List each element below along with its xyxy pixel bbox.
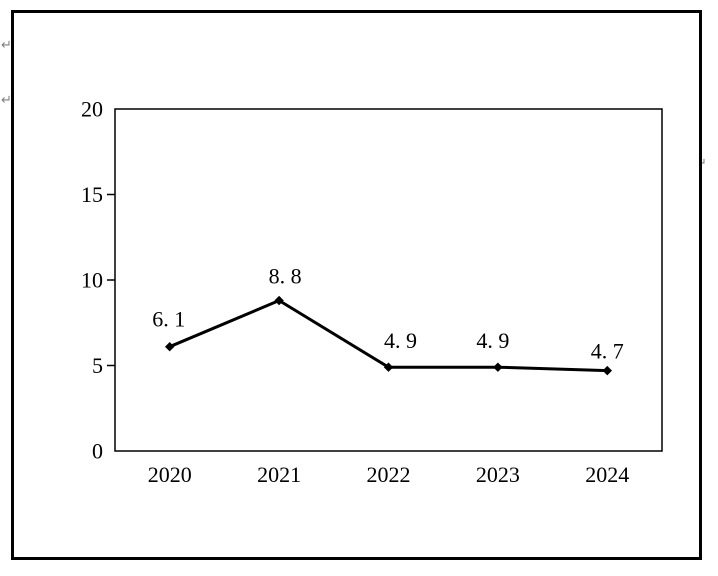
x-axis-tick-label: 2020 xyxy=(148,462,192,487)
y-axis-tick-label: 0 xyxy=(92,439,103,464)
paragraph-return-icon: ↵ xyxy=(1,93,12,108)
plot-area-border xyxy=(114,108,663,452)
data-point-marker xyxy=(274,295,284,306)
paragraph-return-icon: ↵ xyxy=(1,38,12,53)
data-point-marker xyxy=(493,362,503,372)
y-axis-tick-label: 5 xyxy=(92,353,103,378)
x-axis-tick-label: 2021 xyxy=(257,462,301,487)
document-border-frame xyxy=(11,10,702,560)
data-label: 4. 9 xyxy=(384,328,417,353)
x-axis-tick-label: 2024 xyxy=(585,462,629,487)
x-axis-tick-label: 2023 xyxy=(476,462,520,487)
data-point-marker xyxy=(602,365,613,376)
data-label: 8. 8 xyxy=(269,264,302,289)
y-axis-tick-label: 15 xyxy=(81,182,103,207)
y-axis-tick-label: 10 xyxy=(81,268,103,293)
data-label: 4. 9 xyxy=(476,328,509,353)
data-point-marker xyxy=(383,362,394,372)
data-label: 6. 1 xyxy=(152,307,185,332)
x-axis-tick-label: 2022 xyxy=(367,462,411,487)
y-axis-tick-label: 20 xyxy=(81,97,103,122)
data-label: 4. 7 xyxy=(591,339,624,364)
data-point-marker xyxy=(164,341,175,352)
